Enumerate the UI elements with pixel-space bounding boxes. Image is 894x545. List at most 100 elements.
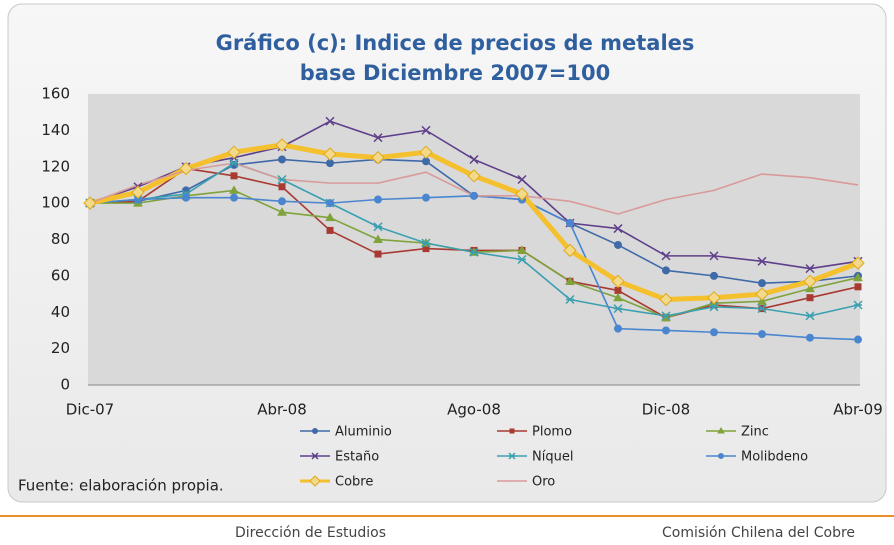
point (230, 172, 238, 180)
point (373, 133, 383, 143)
legend-label: Oro (532, 475, 555, 490)
point (758, 279, 766, 288)
y-tick-label: 20 (51, 339, 70, 357)
legend-label: Cobre (335, 475, 373, 490)
point (515, 187, 529, 201)
legend-label: Plomo (532, 425, 572, 440)
footer-left: Dirección de Estudios (235, 525, 386, 541)
y-tick-label: 80 (51, 230, 70, 248)
point (661, 251, 671, 261)
point (421, 238, 431, 248)
point (229, 185, 239, 194)
point (565, 294, 575, 305)
point (755, 287, 769, 301)
point (326, 226, 334, 234)
point (517, 174, 527, 185)
point (707, 290, 721, 305)
point (854, 283, 862, 291)
point (710, 271, 718, 280)
point (83, 196, 97, 210)
point (517, 254, 527, 265)
point (614, 286, 622, 294)
legend-marker (311, 452, 319, 460)
point (230, 193, 238, 202)
legend-marker (312, 428, 318, 434)
source-note: Fuente: elaboración propia. (18, 477, 224, 495)
point (757, 304, 767, 314)
x-tick-label: Dic-08 (642, 401, 690, 419)
point (373, 234, 383, 243)
point (853, 272, 863, 282)
y-tick-label: 160 (41, 85, 70, 103)
y-tick-label: 0 (60, 376, 70, 394)
point (373, 222, 383, 232)
legend-label: Aluminio (335, 425, 392, 440)
point (227, 145, 241, 159)
point (662, 266, 670, 275)
point (323, 147, 337, 161)
point (613, 224, 623, 234)
x-tick-label: Abr-08 (257, 401, 307, 419)
point (614, 240, 622, 249)
y-tick-label: 140 (41, 121, 70, 139)
y-tick-label: 120 (41, 157, 70, 175)
legend-marker (508, 452, 516, 460)
footer-right: Comisión Chilena del Cobre (662, 525, 855, 541)
point (277, 174, 287, 185)
point (805, 264, 815, 274)
y-tick-label: 60 (51, 266, 70, 284)
point (611, 274, 625, 289)
point (806, 294, 814, 302)
point (229, 158, 239, 168)
point (371, 150, 385, 165)
point (421, 125, 431, 135)
point (709, 251, 719, 261)
x-tick-label: Abr-09 (833, 401, 883, 419)
point (661, 311, 671, 321)
point (854, 335, 862, 344)
chart-subtitle: base Diciembre 2007=100 (300, 61, 610, 85)
legend-label: Molibdeno (741, 450, 808, 465)
x-tick-label: Dic-07 (66, 401, 114, 419)
point (277, 207, 287, 216)
legend-label: Níquel (532, 450, 573, 465)
point (374, 195, 382, 204)
plot-area (88, 94, 860, 385)
point (709, 302, 719, 312)
legend-label: Estaño (335, 450, 379, 465)
point (757, 296, 767, 305)
legend-marker (309, 475, 321, 487)
legend-marker (509, 428, 515, 434)
point (469, 154, 479, 165)
point (374, 250, 382, 258)
point (325, 212, 335, 222)
point (278, 197, 286, 206)
point (853, 300, 863, 310)
point (659, 292, 673, 307)
point (662, 326, 670, 335)
point (182, 193, 190, 202)
point (805, 283, 815, 293)
point (614, 324, 622, 333)
point (517, 245, 527, 254)
y-tick-label: 100 (41, 194, 70, 212)
point (325, 116, 335, 126)
point (613, 304, 623, 314)
point (851, 256, 865, 270)
point (278, 183, 286, 191)
point (806, 333, 814, 342)
chart-title: Gráfico (c): Indice de precios de metale… (216, 31, 695, 55)
legend-marker (718, 453, 724, 459)
point (565, 276, 575, 285)
point (710, 328, 718, 337)
point (805, 311, 815, 321)
legend-marker (717, 427, 725, 434)
point (563, 243, 577, 258)
point (758, 330, 766, 339)
point (131, 185, 145, 199)
point (469, 247, 479, 257)
legend-label: Zinc (741, 425, 769, 440)
point (470, 191, 478, 200)
x-tick-label: Ago-08 (447, 401, 501, 419)
